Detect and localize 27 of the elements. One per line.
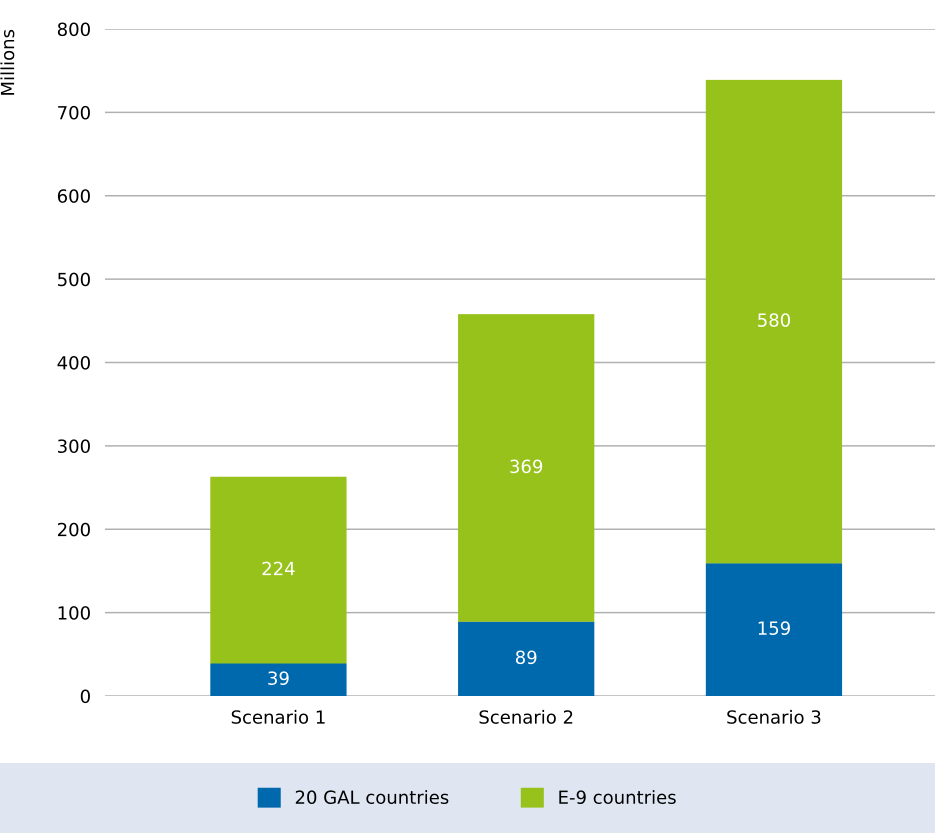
data-label: 39 <box>268 671 289 685</box>
bar <box>706 563 842 696</box>
bar <box>210 663 347 696</box>
y-tick-label: 600 <box>58 189 90 203</box>
y-tick-label: 500 <box>58 272 90 286</box>
data-label: 159 <box>758 621 790 635</box>
y-tick-label: 300 <box>58 439 90 453</box>
bar <box>458 314 594 622</box>
data-label: 89 <box>516 650 536 664</box>
data-label: 224 <box>262 562 295 576</box>
bar <box>458 622 594 696</box>
legend-label: 20 GAL countries <box>296 790 448 804</box>
data-label: 369 <box>510 460 542 474</box>
y-tick-label: 0 <box>80 689 90 704</box>
x-tick-label: Scenario 3 <box>727 710 820 724</box>
x-tick-label: Scenario 2 <box>480 710 572 724</box>
y-tick-label: 200 <box>58 522 90 536</box>
y-axis-title: Millions <box>0 30 14 95</box>
legend-label: E-9 countries <box>559 790 676 804</box>
y-tick-label: 800 <box>58 22 90 36</box>
data-label: 580 <box>758 313 790 327</box>
x-tick-label: Scenario 1 <box>232 710 325 724</box>
y-tick-label: 700 <box>58 106 90 120</box>
bar <box>706 80 842 564</box>
y-tick-label: 100 <box>58 606 90 620</box>
y-tick-label: 400 <box>58 356 90 370</box>
bar <box>210 476 347 664</box>
